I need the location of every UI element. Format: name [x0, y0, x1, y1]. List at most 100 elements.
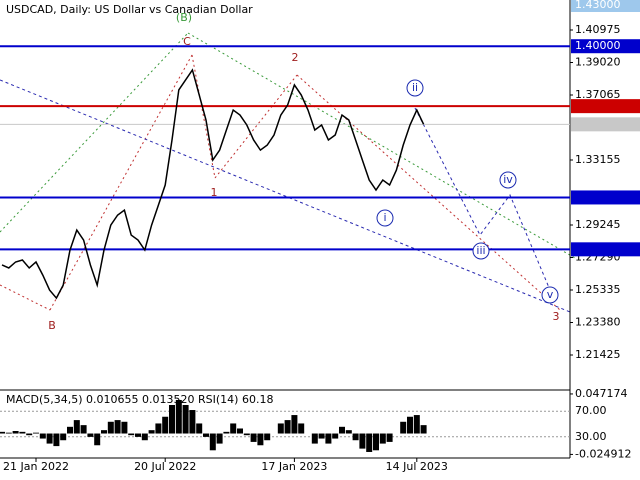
wave-line — [49, 54, 193, 311]
macd-bar — [250, 433, 257, 442]
macd-bar — [189, 410, 196, 434]
wave-line — [296, 74, 561, 311]
wave-lines — [0, 32, 576, 313]
macd-bar — [237, 428, 243, 434]
wave-line — [191, 54, 216, 179]
macd-bar — [311, 433, 318, 444]
y-tick-label: 1.25335 — [575, 283, 621, 296]
macd-bar — [359, 433, 366, 449]
macd-bar — [413, 415, 420, 434]
macd-bar — [230, 423, 237, 434]
macd-bar — [148, 430, 155, 434]
macd-bar — [80, 425, 87, 434]
y-tick-label: 1.33155 — [575, 153, 621, 166]
macd-bar — [203, 433, 209, 437]
macd-bar — [135, 433, 141, 437]
macd-bar — [345, 430, 352, 434]
macd-bar — [339, 426, 345, 434]
x-tick-label: 20 Jul 2022 — [134, 460, 196, 473]
wave-label: iv — [503, 173, 513, 186]
macd-bar — [39, 433, 46, 439]
macd-bar — [182, 405, 189, 434]
wave-label: B — [48, 319, 56, 332]
macd-bar — [67, 426, 73, 434]
level-label-box — [571, 190, 640, 205]
macd-bar — [298, 423, 305, 434]
macd-bar — [373, 433, 379, 451]
macd-bar — [53, 433, 60, 447]
level-label-box — [571, 0, 640, 12]
macd-bar — [175, 399, 182, 434]
wave-label: (B) — [176, 11, 192, 24]
y2-tick-label: 30.00 — [575, 430, 607, 443]
channel-line — [0, 32, 189, 233]
macd-bar — [352, 433, 359, 441]
x-tick-label: 17 Jan 2023 — [261, 460, 327, 473]
y-tick-label: -0.024912 — [575, 447, 631, 460]
macd-bar — [19, 431, 26, 434]
wave-label: ii — [412, 81, 418, 94]
indicator-title: MACD(5,34,5) 0.010655 0.013520 RSI(14) 6… — [6, 393, 273, 406]
macd-bar — [121, 421, 128, 434]
price-line — [1, 68, 425, 300]
macd-bar — [257, 433, 264, 446]
macd-bar — [277, 423, 284, 434]
y-tick-label: 1.21425 — [575, 348, 621, 361]
macd-bar — [169, 405, 175, 434]
macd-bar — [107, 421, 114, 434]
macd-bar — [5, 432, 12, 434]
level-label: 1.43000 — [575, 0, 621, 11]
macd-bar — [420, 425, 427, 434]
wave-label: v — [547, 288, 554, 301]
wave-label: 2 — [292, 51, 299, 64]
y-tick-label: 1.40975 — [575, 23, 621, 36]
macd-bar — [243, 433, 250, 436]
y-tick-label: 1.29245 — [575, 218, 621, 231]
chart-title: USDCAD, Daily: US Dollar vs Canadian Dol… — [6, 3, 253, 16]
macd-bar — [141, 433, 148, 441]
macd-bar — [128, 433, 135, 436]
macd-bar — [87, 433, 94, 437]
macd-bar — [0, 431, 5, 434]
macd-bar — [196, 423, 203, 434]
wave-label: C — [183, 35, 191, 48]
macd-bar — [216, 433, 223, 444]
macd-bar — [12, 431, 19, 434]
macd-bar — [284, 420, 291, 434]
macd-bar — [155, 423, 162, 434]
wave-line — [0, 284, 51, 311]
macd-bar — [101, 430, 107, 434]
level-label-box — [571, 117, 640, 132]
macd-bar — [73, 420, 80, 434]
wave-label: 1 — [211, 186, 218, 199]
macd-bar — [209, 433, 216, 451]
macd-bar — [379, 433, 386, 444]
level-label: 1.40000 — [575, 39, 621, 52]
wave-circle — [406, 79, 424, 97]
macd-bar — [114, 420, 121, 434]
wave-circle — [376, 209, 394, 227]
macd-bar — [407, 416, 413, 434]
macd-bar — [264, 433, 271, 441]
macd-bar — [366, 433, 373, 452]
macd-bar — [94, 433, 101, 446]
macd-bar — [400, 421, 407, 434]
y-tick-label: 1.23380 — [575, 316, 621, 329]
wave-circle — [499, 171, 517, 189]
macd-bar — [162, 416, 169, 434]
macd-bar — [325, 433, 332, 444]
macd-bar — [386, 433, 393, 442]
macd-bar — [318, 433, 325, 439]
level-label-box — [571, 39, 640, 54]
wave-label: i — [383, 211, 386, 224]
y-tick-label: 0.047174 — [575, 387, 628, 400]
macd-bar — [223, 431, 230, 434]
y2-tick-label: 70.00 — [575, 404, 607, 417]
wave-label: iii — [476, 244, 485, 257]
y-tick-label: 1.39020 — [575, 56, 621, 69]
wave-circle — [472, 242, 490, 260]
macd-bar — [26, 433, 33, 436]
level-label-box — [571, 99, 640, 114]
macd-bar — [60, 433, 67, 441]
x-tick-label: 14 Jul 2023 — [386, 460, 448, 473]
